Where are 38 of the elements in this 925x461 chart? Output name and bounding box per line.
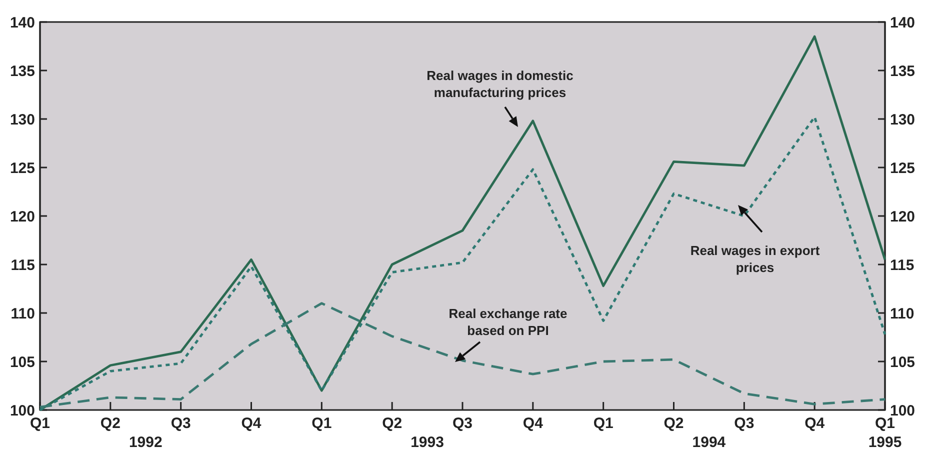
x-tick-label: Q1 [874,415,896,432]
annotation: Real exchange rate based on PPI [448,306,568,338]
x-tick-label: Q2 [100,415,120,432]
text: 1995 [868,434,902,451]
x-tick-label: Q2 [382,415,402,432]
x-tick-label: Q3 [734,415,754,432]
y2-tick-label: 110 [890,305,914,322]
y2-tick-label: 115 [890,256,914,274]
y-tick-label: 120 [10,208,35,226]
x-tick-label: Q4 [522,415,544,432]
text: 1994 [692,434,726,451]
x-tick-label: Q1 [30,415,50,432]
y2-tick-label: 130 [890,111,916,128]
line-series [38,35,886,412]
x-tick-label: Q4 [804,415,826,432]
x-tick-label: Q1 [312,415,332,432]
line-series [38,116,886,412]
x-tick-label: Q4 [241,415,262,432]
x-tick-label: Q1 [593,415,614,432]
y-tick-label: 140 [10,14,35,32]
annotation: Real wages in domestic manufacturing prices [426,68,574,100]
y-tick-label: 105 [10,354,35,371]
x-tick-label: Q3 [452,415,473,432]
y2-tick-label: 125 [890,160,916,177]
y2-tick-label: 120 [890,208,916,226]
y-tick-label: 110 [10,305,35,322]
y-tick-label: 130 [10,111,35,128]
y2-tick-label: 135 [890,62,916,80]
text: 1992 [128,434,162,451]
y2-tick-label: 105 [890,354,916,371]
y-tick-label: 125 [10,160,35,177]
annotation: Real wages in export prices [690,243,820,275]
y2-tick-label: 140 [890,14,916,32]
x-tick-label: Q3 [170,415,191,432]
x-tick-label: Q2 [664,415,684,432]
y-tick-label: 135 [10,62,35,80]
y-tick-label: 115 [10,256,35,274]
text: 1993 [410,434,444,451]
